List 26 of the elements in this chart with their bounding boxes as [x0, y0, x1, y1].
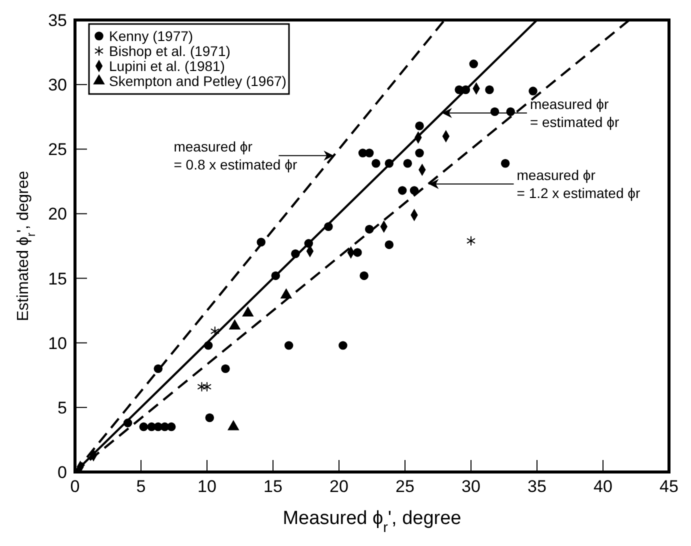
x-tick-label: 20	[330, 477, 348, 496]
y-tick-label: 15	[48, 269, 67, 288]
legend-label: Kenny (1977)	[109, 28, 194, 44]
x-tick-label: 10	[198, 477, 216, 496]
annotation: measured ϕr = 0.8 x estimated ϕr	[174, 138, 298, 173]
annotation: measured ϕr = 1.2 x estimated ϕr	[516, 167, 640, 202]
legend-label: Skempton and Petley (1967)	[109, 73, 286, 89]
x-tick-label: 0	[70, 477, 80, 496]
x-tick-label: 35	[528, 477, 546, 496]
x-tick-label: 25	[396, 477, 414, 496]
y-tick-label: 20	[48, 204, 67, 224]
legend-label: Bishop et al. (1971)	[109, 43, 230, 59]
y-tick-label: 5	[58, 398, 67, 418]
x-tick-label: 15	[264, 477, 282, 496]
y-tick-label: 30	[48, 76, 67, 95]
x-tick-label: 5	[136, 477, 146, 496]
y-tick-label: 10	[48, 334, 67, 353]
legend-label: Lupini et al. (1981)	[109, 58, 225, 74]
y-tick-label: 35	[48, 11, 67, 30]
annotation: measured ϕr = estimated ϕr	[530, 96, 620, 130]
y-tick-label: 25	[48, 140, 67, 160]
y-tick-label: 0	[58, 463, 67, 482]
x-tick-label: 40	[594, 477, 612, 496]
x-tick-label: 30	[462, 477, 480, 496]
x-axis-title: Measured ϕ$_{r}$', degree	[282, 508, 462, 536]
x-tick-label: 45	[660, 477, 678, 496]
